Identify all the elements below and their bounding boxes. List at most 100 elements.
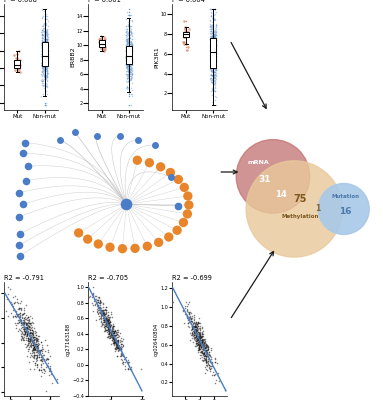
- Point: [31, 352, 37, 359]
- Point: [39, 56, 46, 62]
- Point: [36, 354, 42, 360]
- Point: [41, 72, 47, 78]
- Point: [124, 53, 130, 59]
- Point: [30, 340, 36, 346]
- Point: [192, 322, 198, 329]
- Point: [124, 61, 130, 68]
- Point: [111, 340, 117, 346]
- Point: [15, 312, 21, 318]
- Point: [41, 39, 47, 45]
- Point: [201, 352, 207, 359]
- Point: [126, 57, 132, 63]
- Point: [99, 42, 105, 48]
- Point: [100, 311, 106, 317]
- Point: [128, 48, 134, 54]
- Point: [40, 42, 46, 48]
- Point: [118, 338, 124, 345]
- Point: [203, 366, 210, 372]
- Point: [106, 314, 112, 320]
- PathPatch shape: [183, 32, 189, 37]
- Point: [213, 52, 219, 59]
- Point: [41, 64, 47, 70]
- Point: [129, 17, 135, 24]
- Point: [212, 6, 218, 12]
- Point: [193, 324, 199, 330]
- Point: [207, 62, 213, 68]
- Point: [33, 352, 39, 358]
- Point: [210, 52, 216, 58]
- Point: [115, 337, 121, 343]
- Point: [101, 311, 107, 317]
- Point: [121, 356, 128, 362]
- Point: [44, 32, 50, 39]
- Point: [126, 41, 132, 47]
- Point: [213, 41, 219, 48]
- Point: [125, 56, 131, 62]
- Point: [98, 316, 104, 322]
- Point: [202, 338, 208, 344]
- Point: [209, 50, 215, 56]
- Point: [44, 57, 50, 64]
- Point: [213, 38, 219, 44]
- Point: [212, 38, 218, 45]
- Point: [188, 318, 194, 325]
- Point: [34, 335, 40, 342]
- Point: [108, 334, 115, 340]
- Point: [193, 318, 199, 325]
- Point: [210, 72, 216, 78]
- Point: [196, 344, 202, 350]
- Point: [115, 328, 121, 335]
- Point: [44, 69, 50, 76]
- Point: [42, 53, 48, 59]
- Point: [192, 331, 198, 338]
- Point: [27, 312, 33, 319]
- Point: [41, 64, 47, 70]
- Point: [111, 332, 118, 338]
- Point: [195, 339, 201, 345]
- Point: [194, 321, 200, 327]
- Point: [38, 53, 44, 60]
- Point: [39, 44, 45, 50]
- Point: [41, 42, 47, 48]
- Point: [194, 340, 200, 346]
- Point: [212, 78, 218, 84]
- Point: [197, 330, 203, 337]
- Point: [210, 72, 216, 78]
- Point: [43, 44, 49, 50]
- Point: [123, 49, 129, 56]
- Point: [29, 338, 35, 344]
- Point: [103, 314, 109, 321]
- Point: [34, 348, 41, 354]
- Point: [114, 344, 120, 350]
- Point: [30, 334, 36, 341]
- Point: [124, 39, 130, 45]
- Point: [123, 53, 129, 60]
- Point: [212, 46, 218, 52]
- Point: [206, 362, 212, 368]
- Point: [193, 331, 200, 337]
- Point: [37, 346, 43, 353]
- Point: [123, 64, 129, 70]
- Point: [39, 28, 45, 35]
- Point: [112, 327, 118, 334]
- Point: [210, 54, 216, 60]
- Point: [21, 310, 27, 316]
- Point: [13, 310, 19, 317]
- Point: [40, 54, 46, 61]
- Point: [27, 342, 33, 348]
- Point: [47, 371, 54, 378]
- Point: [123, 45, 129, 52]
- Point: [33, 343, 39, 350]
- Point: [111, 339, 117, 345]
- Point: [103, 323, 109, 329]
- Point: [213, 59, 219, 65]
- Point: [125, 54, 131, 60]
- Point: [115, 337, 121, 344]
- Point: [44, 16, 50, 22]
- Point: [126, 41, 132, 48]
- Point: [211, 34, 218, 40]
- Point: [198, 334, 204, 340]
- Point: [28, 336, 34, 343]
- Point: [188, 316, 194, 323]
- Point: [192, 328, 198, 334]
